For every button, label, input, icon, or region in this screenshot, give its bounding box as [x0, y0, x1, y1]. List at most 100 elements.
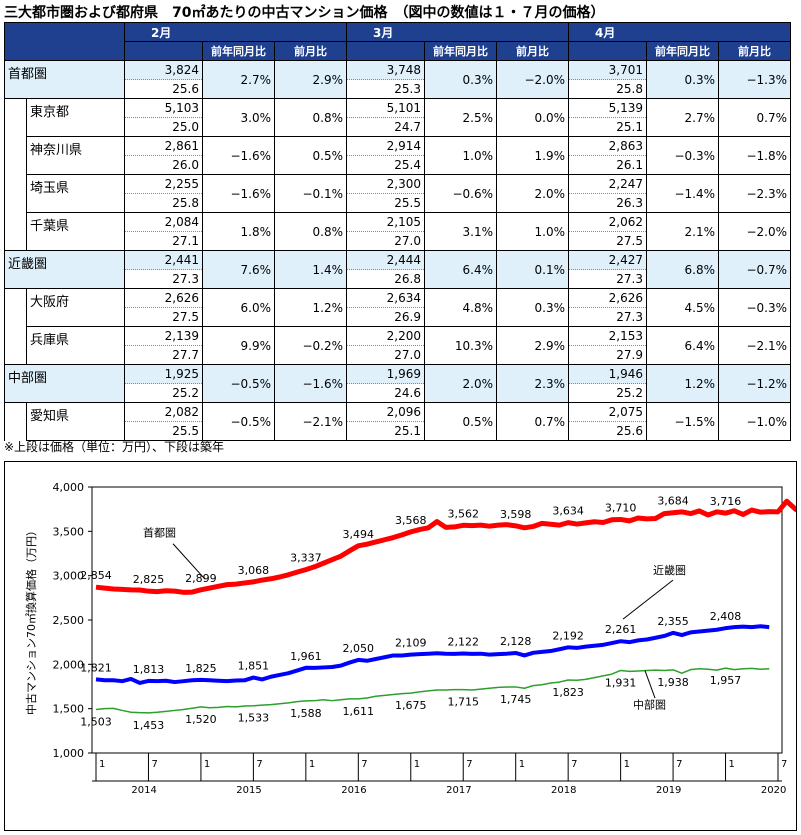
mom-cell: −0.7%: [718, 250, 791, 289]
price-cell: 2,300: [346, 174, 425, 194]
indent-cell: [4, 136, 27, 175]
x-tick-label: 1: [99, 759, 105, 770]
x-tick-label: 7: [466, 759, 472, 770]
yoy-cell: 0.5%: [424, 402, 497, 441]
price-cell: 2,247: [568, 174, 647, 194]
price-cell: 5,103: [124, 98, 203, 118]
data-label: 2,122: [447, 636, 479, 649]
y-tick-label: 3,500: [53, 525, 85, 538]
y-tick-label: 2,500: [53, 614, 85, 627]
prefecture-label: 東京都: [26, 98, 125, 137]
mom-cell: 1.4%: [274, 250, 347, 289]
table-row: 近畿圏 2,441 7.6% 1.4% 2,444 6.4% 0.1% 2,427 6.8% −0…: [4, 250, 791, 289]
age-cell: 27.3: [124, 269, 203, 289]
mom-cell: 0.8%: [274, 98, 347, 137]
mom-cell: 2.9%: [496, 326, 569, 365]
yoy-cell: 6.8%: [646, 250, 719, 289]
price-subheader: [568, 41, 647, 61]
indent-cell: [4, 174, 27, 213]
age-cell: 25.6: [124, 79, 203, 99]
year-label: 2016: [341, 785, 366, 796]
mom-cell: 2.0%: [496, 174, 569, 213]
mom-cell: −2.0%: [496, 60, 569, 99]
series-name-leader: [172, 543, 206, 580]
price-cell: 2,427: [568, 250, 647, 270]
prefecture-label: 埼玉県: [26, 174, 125, 213]
data-label: 1,938: [657, 676, 689, 689]
month-header: 3月: [346, 22, 569, 42]
price-cell: 2,444: [346, 250, 425, 270]
price-cell: 3,701: [568, 60, 647, 80]
mom-header: 前月比: [496, 41, 569, 61]
yoy-cell: 1.0%: [424, 136, 497, 175]
price-cell: 1,925: [124, 364, 203, 384]
mom-cell: 0.8%: [274, 212, 347, 251]
data-label: 3,684: [657, 495, 689, 508]
x-tick-label: 1: [309, 759, 315, 770]
table-row: 首都圏 3,824 2.7% 2.9% 3,748 0.3% −2.0% 3,701 0.3% −…: [4, 60, 791, 99]
yoy-cell: 3.0%: [202, 98, 275, 137]
series-line-0: [95, 498, 801, 595]
mom-header: 前月比: [718, 41, 791, 61]
table-row: 埼玉県 2,255 −1.6% −0.1% 2,300 −0.6% 2.0% 2,247 −1.…: [4, 174, 791, 213]
price-cell: 2,096: [346, 402, 425, 422]
page-title: 三大都市圏および都府県 70㎡あたりの中古マンション価格 （図中の数値は１・７月…: [4, 5, 605, 21]
age-cell: 27.1: [124, 231, 203, 251]
yoy-header: 前年同月比: [646, 41, 719, 61]
data-label: 2,050: [343, 642, 375, 655]
data-label: 3,568: [395, 514, 427, 527]
series-line-2: [95, 667, 770, 714]
price-table: 2月 3月 4月 前年同月比 前月比 前年同月比 前月比 前年同月比 前月比 首…: [4, 22, 791, 441]
mom-cell: −1.6%: [274, 364, 347, 403]
mom-cell: −1.8%: [718, 136, 791, 175]
table-row: 25.5 25.1 25.6: [5, 421, 791, 441]
region-label: 中部圏: [4, 364, 125, 403]
yoy-cell: 2.1%: [646, 212, 719, 251]
series-name-leader: [622, 579, 674, 620]
table-note: ※上段は価格（単位：万円）、下段は築年: [4, 440, 225, 454]
data-label: 1,931: [605, 676, 637, 689]
series-line-1: [95, 624, 770, 685]
data-label: 1,823: [552, 686, 584, 699]
data-label: 1,851: [238, 660, 270, 673]
data-label: 2,109: [395, 637, 427, 650]
series-name-leader: [644, 670, 656, 699]
price-cell: 2,105: [346, 212, 425, 232]
data-label: 1,821: [80, 661, 112, 674]
price-cell: 2,062: [568, 212, 647, 232]
yoy-cell: 6.0%: [202, 288, 275, 327]
year-label: 2014: [131, 785, 156, 796]
year-label: 2015: [236, 785, 261, 796]
mom-cell: 2.3%: [496, 364, 569, 403]
mom-cell: 2.9%: [274, 60, 347, 99]
data-label: 1,675: [395, 699, 427, 712]
x-tick-label: 7: [151, 759, 157, 770]
mom-cell: −0.1%: [274, 174, 347, 213]
table-corner-header: [4, 22, 125, 61]
indent-cell: [4, 402, 27, 441]
data-label: 2,825: [133, 573, 165, 586]
data-label: 2,192: [552, 629, 584, 642]
mom-cell: −1.2%: [718, 364, 791, 403]
series-name-label: 首都圏: [143, 526, 176, 540]
indent-cell: [4, 288, 27, 327]
age-cell: 26.9: [346, 307, 425, 327]
mom-cell: 1.0%: [496, 212, 569, 251]
table-row: 25.8 25.5 26.3: [5, 193, 791, 213]
age-cell: 25.4: [346, 155, 425, 175]
yoy-cell: 2.5%: [424, 98, 497, 137]
mom-cell: 0.5%: [274, 136, 347, 175]
price-cell: 5,101: [346, 98, 425, 118]
mom-cell: −1.0%: [718, 402, 791, 441]
table-row: 東京都 5,103 3.0% 0.8% 5,101 2.5% 0.0% 5,139 2.7% 0.…: [4, 98, 791, 137]
yoy-cell: 0.3%: [424, 60, 497, 99]
age-cell: 27.3: [568, 269, 647, 289]
x-tick-label: 7: [676, 759, 682, 770]
year-label: 2018: [551, 785, 576, 796]
price-cell: 3,748: [346, 60, 425, 80]
chart-svg: 1,000 1,500 2,000 2,500 3,000 3,500 4,000 中古マンシ…: [24, 481, 801, 796]
data-label: 3,562: [447, 507, 479, 520]
mom-cell: 0.0%: [496, 98, 569, 137]
mom-cell: −1.3%: [718, 60, 791, 99]
region-label: 近畿圏: [4, 250, 125, 289]
